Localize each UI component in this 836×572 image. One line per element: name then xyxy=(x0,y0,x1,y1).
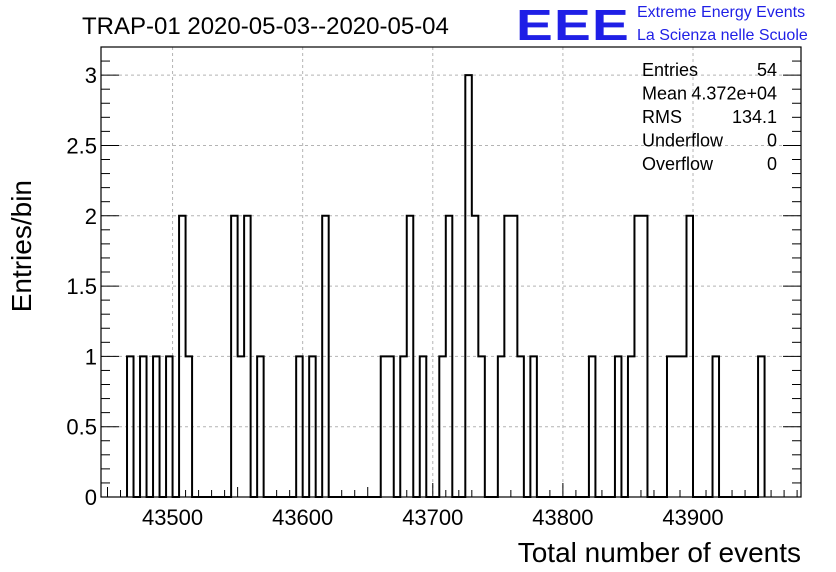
y-axis-label: Entries/bin xyxy=(6,180,37,312)
y-tick-label: 2.5 xyxy=(66,133,97,158)
grid-lines xyxy=(101,47,801,497)
stat-value: 4.372e+04 xyxy=(691,84,777,104)
eee-logo: EEE Extreme Energy Events La Scienza nel… xyxy=(516,1,808,50)
logo-line-2: La Scienza nelle Scuole xyxy=(637,27,808,44)
stat-label: Underflow xyxy=(642,131,724,151)
stat-label: Mean xyxy=(642,84,687,104)
logo-line-1: Extreme Energy Events xyxy=(637,4,805,21)
plot-frame xyxy=(100,46,802,498)
stat-value: 0 xyxy=(767,154,777,174)
x-tick-label: 43700 xyxy=(402,505,463,530)
stat-value: 0 xyxy=(767,131,777,151)
stats-box: Entries 54 Mean 4.372e+04 RMS 134.1 Underflow 0… xyxy=(642,60,777,174)
tick-labels: 43500 43600 43700 43800 43900 0 0.5 1 1.5 2 2.5 3 xyxy=(66,63,723,530)
x-tick-label: 43500 xyxy=(142,505,203,530)
y-tick-label: 0.5 xyxy=(66,415,97,440)
y-tick-label: 1.5 xyxy=(66,274,97,299)
stat-value: 134.1 xyxy=(732,107,777,127)
y-tick-label: 2 xyxy=(85,204,97,229)
x-tick-label: 43900 xyxy=(662,505,723,530)
stat-label: Overflow xyxy=(642,154,714,174)
x-axis-label: Total number of events xyxy=(518,537,801,568)
stat-label: RMS xyxy=(642,107,682,127)
y-tick-label: 3 xyxy=(85,63,97,88)
x-tick-label: 43800 xyxy=(532,505,593,530)
axis-ticks xyxy=(101,46,801,498)
eee-logo-mark: EEE xyxy=(516,1,630,50)
y-tick-label: 0 xyxy=(85,485,97,510)
stat-value: 54 xyxy=(757,60,777,80)
stat-label: Entries xyxy=(642,60,698,80)
x-tick-label: 43600 xyxy=(272,505,333,530)
y-tick-label: 1 xyxy=(85,344,97,369)
chart-title: TRAP-01 2020-05-03--2020-05-04 xyxy=(82,13,449,40)
